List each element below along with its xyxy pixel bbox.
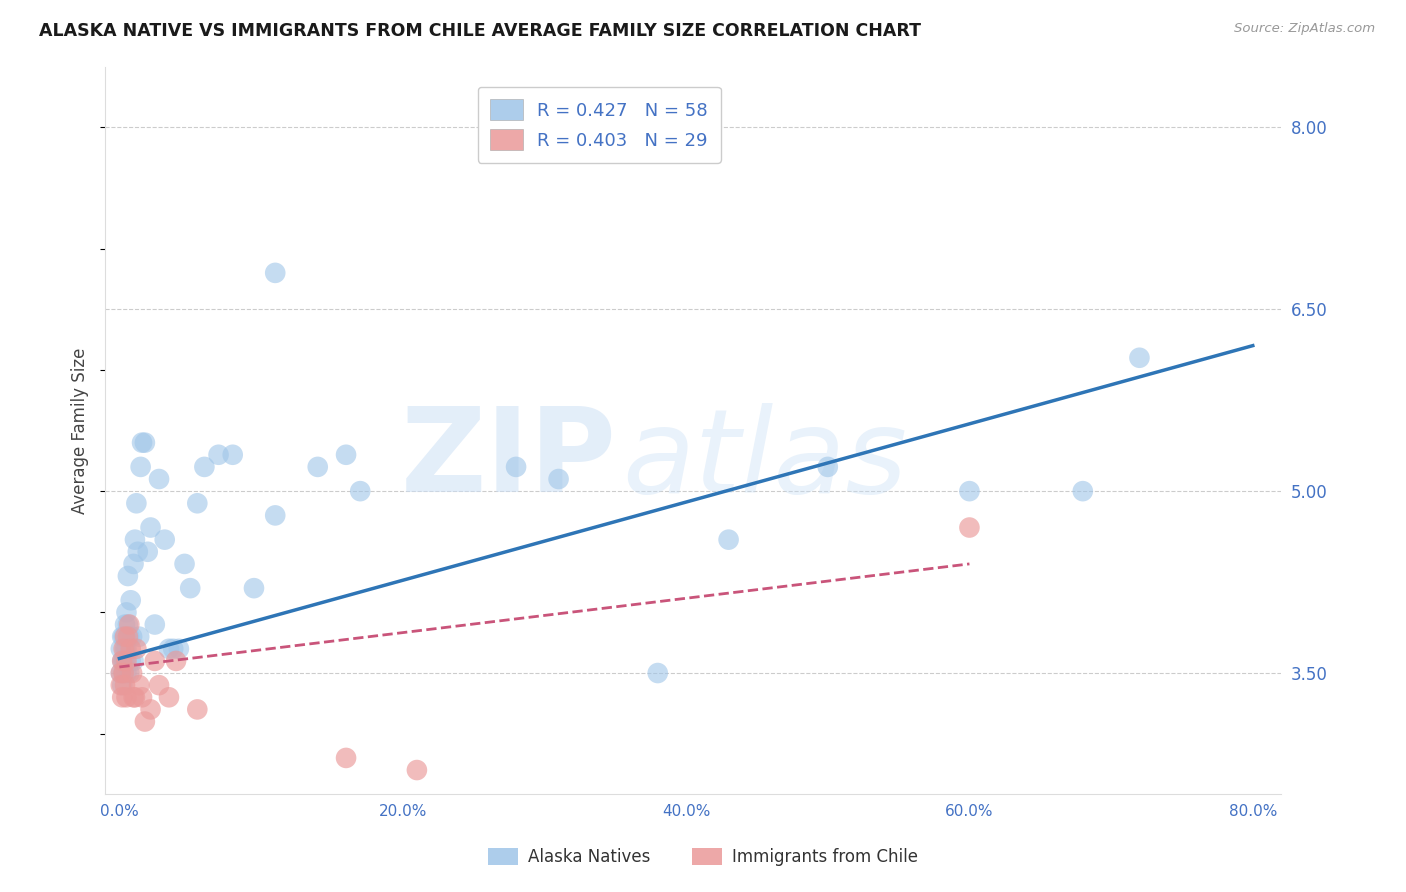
Point [114, 617, 136, 632]
Point [1071, 484, 1094, 499]
Point [186, 702, 208, 716]
Point [111, 654, 134, 668]
Point [131, 690, 153, 705]
Point [817, 459, 839, 474]
Legend: R = 0.427   N = 58, R = 0.403   N = 29: R = 0.427 N = 58, R = 0.403 N = 29 [478, 87, 720, 162]
Point [264, 508, 287, 523]
Point [162, 641, 184, 656]
Point [335, 448, 357, 462]
Point [120, 641, 142, 656]
Point [125, 641, 148, 656]
Legend: Alaska Natives, Immigrants from Chile: Alaska Natives, Immigrants from Chile [481, 841, 925, 873]
Point [179, 581, 201, 595]
Point [222, 448, 245, 462]
Point [128, 630, 150, 644]
Point [186, 496, 208, 510]
Point [114, 654, 136, 668]
Point [120, 654, 142, 668]
Y-axis label: Average Family Size: Average Family Size [72, 347, 89, 514]
Point [118, 666, 141, 681]
Point [131, 435, 153, 450]
Point [128, 678, 150, 692]
Point [129, 459, 152, 474]
Point [117, 617, 139, 632]
Point [111, 678, 134, 692]
Point [117, 630, 139, 644]
Point [110, 666, 132, 681]
Point [111, 654, 134, 668]
Point [173, 557, 195, 571]
Point [143, 617, 166, 632]
Point [243, 581, 266, 595]
Text: atlas: atlas [623, 402, 908, 516]
Point [121, 630, 143, 644]
Point [114, 678, 136, 692]
Point [115, 666, 138, 681]
Point [127, 545, 149, 559]
Point [335, 751, 357, 765]
Point [349, 484, 371, 499]
Point [111, 690, 134, 705]
Text: Source: ZipAtlas.com: Source: ZipAtlas.com [1234, 22, 1375, 36]
Point [959, 484, 981, 499]
Point [124, 690, 146, 705]
Point [647, 666, 669, 681]
Point [264, 266, 287, 280]
Point [125, 496, 148, 510]
Point [307, 459, 329, 474]
Point [139, 520, 162, 534]
Point [121, 666, 143, 681]
Point [110, 678, 132, 692]
Point [193, 459, 215, 474]
Point [115, 606, 138, 620]
Point [111, 630, 134, 644]
Point [148, 678, 170, 692]
Point [112, 666, 135, 681]
Point [148, 472, 170, 486]
Point [143, 654, 166, 668]
Point [118, 617, 141, 632]
Point [118, 630, 141, 644]
Point [157, 690, 180, 705]
Point [110, 641, 132, 656]
Point [112, 641, 135, 656]
Point [120, 593, 142, 607]
Point [717, 533, 740, 547]
Point [207, 448, 229, 462]
Point [157, 641, 180, 656]
Point [165, 654, 187, 668]
Point [112, 654, 135, 668]
Text: ALASKA NATIVE VS IMMIGRANTS FROM CHILE AVERAGE FAMILY SIZE CORRELATION CHART: ALASKA NATIVE VS IMMIGRANTS FROM CHILE A… [39, 22, 921, 40]
Point [112, 666, 135, 681]
Point [110, 666, 132, 681]
Point [136, 545, 159, 559]
Point [115, 654, 138, 668]
Point [134, 714, 156, 729]
Point [505, 459, 527, 474]
Point [122, 557, 145, 571]
Point [406, 763, 429, 777]
Point [153, 533, 176, 547]
Point [134, 435, 156, 450]
Point [122, 690, 145, 705]
Point [114, 630, 136, 644]
Point [1128, 351, 1150, 365]
Point [547, 472, 569, 486]
Point [959, 520, 981, 534]
Point [115, 690, 138, 705]
Point [112, 630, 135, 644]
Point [124, 533, 146, 547]
Point [167, 641, 190, 656]
Point [114, 641, 136, 656]
Point [117, 569, 139, 583]
Point [115, 641, 138, 656]
Point [122, 654, 145, 668]
Point [139, 702, 162, 716]
Text: ZIP: ZIP [401, 402, 617, 517]
